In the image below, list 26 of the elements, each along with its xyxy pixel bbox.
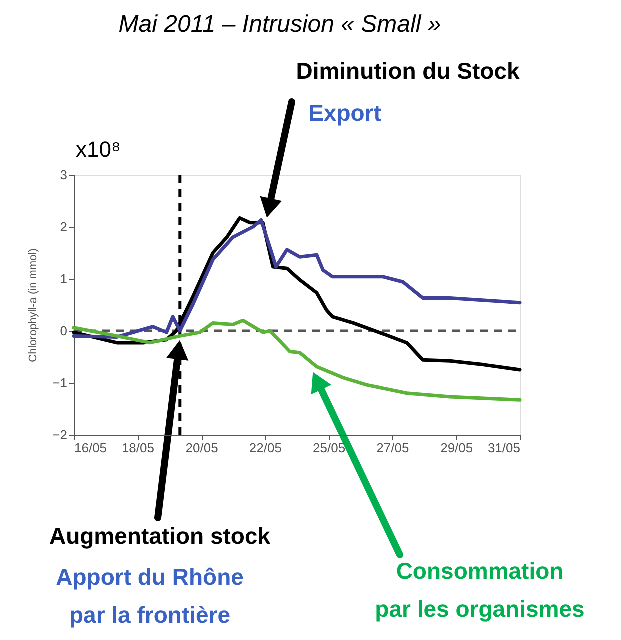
y-tick-label: 1 bbox=[60, 272, 68, 286]
line-series bbox=[72, 318, 522, 402]
text: Diminution du Stock bbox=[296, 58, 520, 84]
text: Export bbox=[308, 100, 382, 126]
y-axis-title: Chlorophyll-a (in mmol) bbox=[28, 248, 40, 362]
x-tick-label: 20/05 bbox=[186, 440, 218, 456]
text: Consommation bbox=[396, 558, 564, 584]
x-tick-label: 25/05 bbox=[313, 440, 346, 456]
y-tick-label: 2 bbox=[60, 220, 68, 234]
text: x10⁸ bbox=[76, 137, 121, 162]
text: par les organismes bbox=[375, 596, 585, 622]
text: par la frontière bbox=[69, 602, 231, 628]
text: Apport du Rhône bbox=[56, 564, 244, 590]
chart-title: Mai 2011 – Intrusion « Small » bbox=[118, 11, 442, 38]
x-tick-label: 16/05 bbox=[74, 440, 108, 456]
x-tick-label: 22/05 bbox=[249, 440, 282, 456]
x-tick-label: 27/05 bbox=[376, 440, 410, 456]
text: Augmentation stock bbox=[49, 523, 271, 549]
y-tick-label: 3 bbox=[60, 168, 68, 182]
line-series bbox=[72, 218, 522, 339]
y-tick-label: −1 bbox=[52, 376, 68, 390]
x-tick-label: 31/05 bbox=[488, 440, 520, 456]
y-tick-label: −2 bbox=[52, 428, 68, 442]
x-tick-label: 29/05 bbox=[440, 440, 474, 456]
x-tick-label: 18/05 bbox=[122, 440, 154, 456]
y-tick-label: 0 bbox=[60, 324, 68, 338]
